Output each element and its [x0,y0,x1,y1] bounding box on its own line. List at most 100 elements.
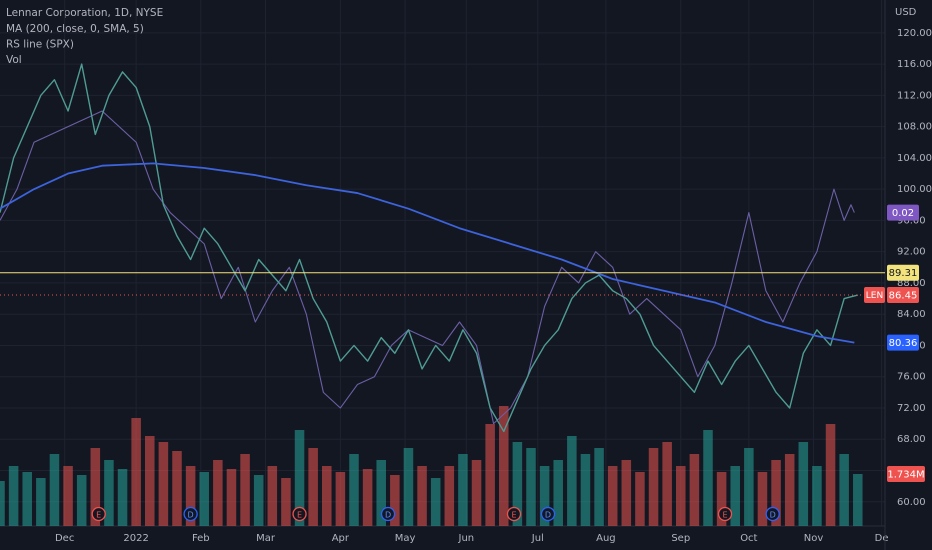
volume-bar [703,430,713,526]
event-marker [540,506,556,522]
volume-bar [662,442,672,526]
event-marker [380,506,396,522]
price-badge [887,287,919,304]
symbol-badge [864,287,885,304]
y-tick-label: 76.00 [897,372,926,383]
volume-bar [199,472,209,526]
volume-bar [689,454,700,526]
x-tick-label: Feb [192,533,210,544]
y-tick-label: 92.00 [897,247,926,258]
event-marker [717,506,733,522]
x-tick-label: Jun [458,533,475,544]
volume-bar [145,436,155,526]
series-line [0,63,858,433]
event-label: E [722,511,727,520]
volume-bar [635,472,645,526]
event-label: E [96,511,101,520]
y-tick-label: 60.00 [897,497,926,508]
volume-bar [580,454,591,526]
volume-bar [376,460,386,526]
legend-entry: Vol [6,54,22,66]
chart-title: Lennar Corporation, 1D, NYSE [6,7,163,19]
volume-bar [185,466,196,526]
price-badge [887,334,919,351]
volume-bar [553,460,563,526]
y-tick-label: 68.00 [897,434,926,445]
volume-bar [240,454,250,526]
x-tick-label: Oct [740,533,757,544]
series-line [0,162,855,344]
price-badge-label: 89.31 [889,268,918,279]
volume-bar [90,448,101,526]
y-tick-label: 88.00 [897,278,926,289]
volume-bar [49,454,60,526]
volume-bar [36,478,46,526]
x-tick-label: May [395,533,416,544]
volume-bar [104,460,114,526]
x-tick-label: Dec [55,533,74,544]
volume-bar [567,436,577,526]
volume-bar [485,424,495,526]
volume-bar [853,473,863,526]
event-marker [292,506,307,522]
volume-bar [784,454,795,526]
event-marker [183,506,198,522]
volume-bar [716,472,727,526]
y-tick-label: 112.00 [897,90,932,101]
x-tick-label: Nov [804,533,824,544]
volume-bar [117,469,128,526]
volume-bar [390,475,400,526]
volume-bar [76,475,87,526]
x-tick-label: Apr [332,533,350,544]
y-axis-label: USD [895,7,917,18]
y-tick-label: 104.00 [897,153,932,164]
volume-bar [648,448,659,526]
volume-bar [308,448,318,526]
volume-bar [798,442,809,526]
event-label: D [188,511,194,520]
volume-badge-label: 1.734M [887,469,924,480]
y-tick-label: 120.00 [897,28,932,39]
price-badge [887,264,919,281]
volume-bar [471,460,482,526]
event-marker [506,506,522,522]
volume-bar [526,448,536,526]
x-tick-label: Jul [531,533,544,544]
x-tick-label: Sep [671,533,690,544]
volume-bar [607,466,618,526]
volume-bar [539,466,550,526]
volume-bar [444,466,455,526]
symbol-badge-label: LEN [866,291,883,301]
volume-bar [362,469,373,526]
event-marker [91,506,106,522]
event-label: E [297,511,302,520]
volume-bar [213,460,223,526]
event-marker [765,506,780,522]
volume-bar [8,466,19,526]
event-label: E [511,511,516,520]
volume-bar [226,469,237,526]
volume-bar [771,460,781,526]
x-tick-label: 2022 [123,533,148,544]
legend-entry: MA (200, close, 0, SMA, 5) [6,23,144,35]
x-tick-label: Mar [256,533,276,544]
volume-bar [403,448,414,526]
volume-bar [281,478,291,526]
volume-bar [825,424,836,526]
legend-entry: RS line (SPX) [6,39,74,51]
volume-bar [812,466,822,526]
volume-bar [458,454,468,526]
volume-bar [349,454,359,526]
event-label: D [545,511,551,520]
volume-bar [730,466,740,526]
event-label: D [770,511,776,520]
volume-bar [594,448,604,526]
y-tick-label: 84.00 [897,309,926,320]
volume-bar [512,442,523,526]
volume-bar [757,472,768,526]
volume-bar [744,448,754,526]
volume-bar [430,478,441,526]
volume-bar [499,406,509,526]
volume-bar [0,481,5,526]
x-tick-label: Aug [596,533,616,544]
